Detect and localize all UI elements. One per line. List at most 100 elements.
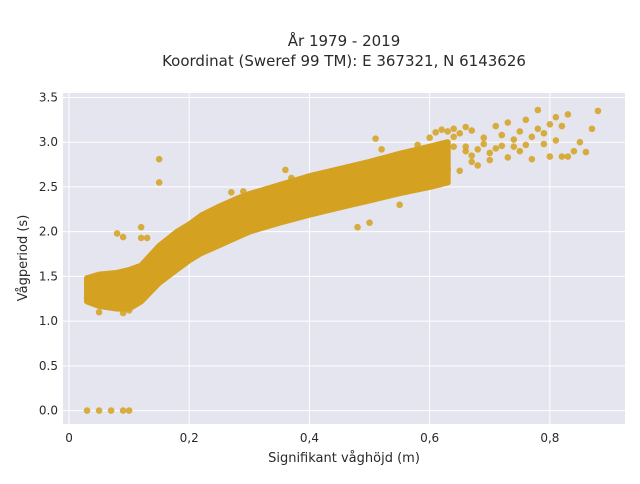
scatter-point [564,111,572,118]
scatter-point [462,143,470,150]
scatter-point [240,188,247,195]
scatter-point [552,137,560,144]
scatter-point [540,140,548,148]
scatter-point [143,234,151,242]
scatter-point [570,147,578,155]
y-tick-label: 1.5 [39,269,58,283]
scatter-point [534,125,542,133]
scatter-point [450,143,457,150]
scatter-point [282,166,289,174]
scatter-point [426,134,433,142]
scatter-point [528,133,536,141]
scatter-point [438,126,445,133]
scatter-point [312,192,319,200]
y-tick-label: 2.5 [39,180,58,194]
scatter-point [546,121,554,128]
scatter-point [414,146,421,154]
scatter-point [119,233,127,241]
scatter-point [486,149,494,157]
scatter-point [558,153,566,160]
scatter-point [83,407,91,414]
y-tick-label: 1.0 [39,314,58,328]
scatter-point [366,219,373,227]
scatter-point [119,407,127,414]
scatter-point [552,113,560,121]
y-tick-label: 2.0 [39,225,58,239]
scatter-point [119,309,127,317]
scatter-point [576,138,584,146]
scatter-point [227,189,235,196]
scatter-point [516,128,524,135]
x-tick-label: 0,4 [300,431,319,445]
scatter-point [125,307,133,314]
scatter-point [113,230,121,237]
scatter-point [372,135,379,142]
scatter-point [414,141,421,149]
scatter-point [107,407,115,414]
scatter-point [456,129,464,137]
scatter-point [486,156,494,164]
scatter-point [528,155,536,163]
chart-title-line1: År 1979 - 2019 [288,31,401,50]
scatter-point [594,107,602,115]
scatter-point [462,123,470,131]
scatter-point [522,141,530,149]
scatter-point [558,122,566,130]
x-tick-label: 0 [65,431,73,445]
scatter-point [137,223,145,231]
y-tick-label: 0.0 [39,404,58,418]
scatter-point [546,153,554,160]
y-tick-label: 3.0 [39,135,58,149]
scatter-point [378,146,385,153]
scatter-point [510,136,518,143]
x-tick-label: 0,6 [420,431,439,445]
scatter-point [444,128,451,135]
scatter-point [456,167,464,175]
scatter-point [492,145,500,152]
scatter-point [468,152,476,159]
scatter-point [588,125,596,133]
scatter-point [522,116,530,124]
scatter-point [450,125,457,133]
scatter-point [516,147,524,155]
scatter-point [498,131,506,139]
scatter-point [492,122,500,130]
scatter-point [83,294,91,302]
scatter-point [480,134,488,142]
scatter-point [155,155,163,163]
scatter-point [155,179,163,186]
scatter-point [534,106,542,114]
scatter-point [480,140,488,148]
scatter-point [498,142,506,150]
x-tick-label: 0,2 [180,431,199,445]
scatter-point [564,153,572,160]
scatter-point [444,165,451,173]
y-axis-label: Vågperiod (s) [16,215,31,302]
scatter-point [474,146,482,153]
scatter-point [125,407,133,414]
scatter-point [432,129,439,136]
scatter-point [504,119,512,126]
x-axis-label: Signifikant våghöjd (m) [268,451,420,466]
scatter-point [468,158,476,166]
chart-title-line2: Koordinat (Sweref 99 TM): E 367321, N 61… [162,52,526,70]
scatter-point [288,174,295,182]
scatter-point [95,407,103,414]
scatter-point [540,129,548,137]
scatter-point [582,148,590,156]
dense-point-cloud [84,139,451,312]
scatter-point [474,162,482,169]
scatter-point [95,308,103,316]
scatter-point [137,234,145,242]
scatter-point [450,133,457,141]
scatter-point [510,143,518,150]
scatter-point [396,201,403,209]
y-tick-label: 3.5 [39,90,58,104]
scatter-point [354,223,361,231]
y-tick-label: 0.5 [39,359,58,373]
scatter-point [468,127,476,134]
x-tick-label: 0,8 [540,431,559,445]
scatter-point [504,154,512,161]
